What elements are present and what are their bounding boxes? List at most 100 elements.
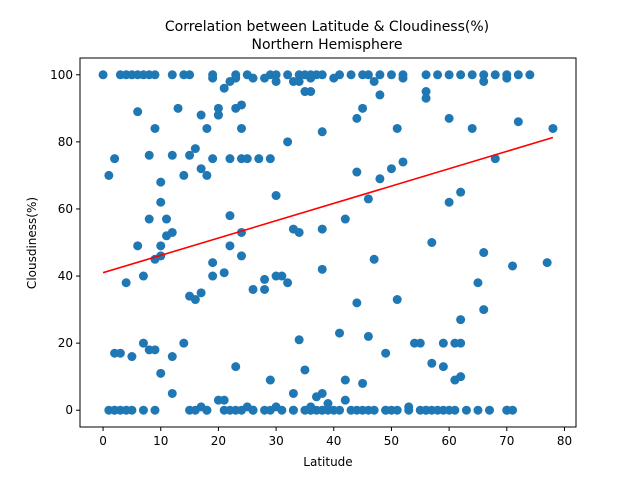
data-point [265, 375, 275, 385]
regression-line [102, 136, 554, 274]
data-point [473, 278, 483, 288]
regression-line-layer [102, 136, 554, 274]
data-point [196, 288, 206, 298]
data-point [156, 368, 166, 378]
data-point [265, 405, 275, 415]
data-point [398, 157, 408, 167]
data-point [231, 362, 241, 372]
data-point [335, 405, 345, 415]
data-point [358, 405, 368, 415]
data-point [231, 73, 241, 83]
data-point [294, 335, 304, 345]
data-point [369, 76, 379, 86]
data-point [461, 405, 471, 415]
data-point [444, 197, 454, 207]
data-point [438, 338, 448, 348]
data-point [288, 388, 298, 398]
data-point [548, 123, 558, 133]
x-tick-label: 0 [99, 434, 107, 448]
data-point [479, 70, 489, 80]
data-point [185, 70, 195, 80]
data-point [363, 70, 373, 80]
data-point [513, 70, 523, 80]
data-point [219, 268, 229, 278]
data-point [208, 258, 218, 268]
x-axis-label: Latitude [303, 455, 352, 469]
data-point [381, 405, 391, 415]
data-point [162, 214, 172, 224]
data-point [392, 295, 402, 305]
data-point [213, 395, 223, 405]
data-point [185, 150, 195, 160]
data-point [433, 70, 443, 80]
data-point [484, 405, 494, 415]
data-point [375, 90, 385, 100]
data-point [490, 154, 500, 164]
data-point [242, 154, 252, 164]
data-point [386, 164, 396, 174]
data-point [317, 224, 327, 234]
data-point [196, 164, 206, 174]
data-point [127, 352, 137, 362]
data-point [329, 73, 339, 83]
chart-title-line-2: Northern Hemisphere [252, 37, 403, 53]
data-point [433, 405, 443, 415]
data-point [202, 170, 212, 180]
data-point [421, 93, 431, 103]
data-point [190, 144, 200, 154]
data-point [317, 70, 327, 80]
data-point [346, 70, 356, 80]
data-point [133, 107, 143, 117]
data-point [271, 70, 281, 80]
data-point [208, 154, 218, 164]
data-point [502, 73, 512, 83]
data-point [375, 174, 385, 184]
data-point [121, 278, 131, 288]
data-point [294, 227, 304, 237]
data-point [104, 170, 114, 180]
data-point [208, 73, 218, 83]
data-point [219, 83, 229, 93]
data-point [271, 76, 281, 86]
data-point [398, 73, 408, 83]
data-point [283, 278, 293, 288]
y-tick-label: 20 [58, 336, 73, 350]
data-point [415, 338, 425, 348]
data-point [404, 405, 414, 415]
x-tick-label: 10 [153, 434, 168, 448]
data-point [260, 284, 270, 294]
data-point [248, 405, 258, 415]
data-point [369, 405, 379, 415]
x-tick-label: 40 [326, 434, 341, 448]
x-tick-label: 50 [384, 434, 399, 448]
data-point [323, 399, 333, 409]
data-point [479, 305, 489, 315]
data-point [213, 110, 223, 120]
data-point [456, 338, 466, 348]
data-point [427, 238, 437, 247]
data-point [369, 254, 379, 264]
data-points [98, 70, 558, 415]
data-point [225, 154, 235, 164]
chart-title-line-1: Correlation between Latitude & Cloudines… [165, 19, 489, 35]
data-point [167, 352, 177, 362]
data-point [542, 258, 552, 268]
data-point [156, 241, 166, 251]
data-point [392, 123, 402, 133]
data-point [513, 117, 523, 127]
data-point [260, 73, 270, 83]
data-point [150, 345, 160, 355]
data-point [300, 87, 310, 97]
data-point [346, 405, 356, 415]
data-point [352, 298, 362, 308]
data-point [248, 73, 258, 83]
x-tick-label: 20 [211, 434, 226, 448]
x-tick-label: 30 [268, 434, 283, 448]
data-point [167, 150, 177, 160]
data-point [386, 70, 396, 80]
data-point [167, 227, 177, 237]
data-point [271, 271, 281, 281]
data-point [444, 113, 454, 123]
